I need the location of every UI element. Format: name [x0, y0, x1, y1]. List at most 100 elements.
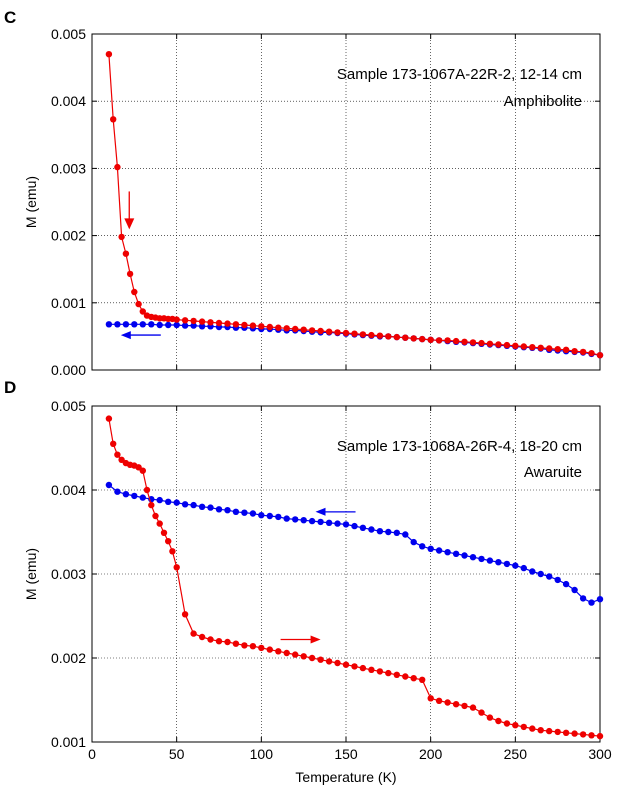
- data-point: [126, 270, 134, 278]
- data-point: [427, 545, 434, 552]
- direction-arrowhead: [120, 331, 131, 340]
- data-point: [402, 673, 409, 680]
- data-point: [173, 499, 180, 506]
- data-point: [359, 664, 367, 672]
- data-point: [198, 323, 206, 330]
- data-point: [478, 555, 485, 563]
- data-point: [435, 547, 443, 554]
- data-point: [173, 316, 180, 323]
- data-point: [503, 720, 511, 727]
- data-point: [114, 488, 121, 495]
- data-point: [165, 321, 172, 329]
- data-point: [122, 321, 130, 328]
- sample-annotation: Sample 173-1068A-26R-4, 18-20 cm: [337, 438, 582, 455]
- data-point: [571, 586, 578, 594]
- data-point: [131, 321, 138, 328]
- data-point: [114, 163, 121, 171]
- data-point: [173, 564, 180, 571]
- data-point: [334, 520, 341, 527]
- data-point: [241, 321, 248, 329]
- data-point: [385, 669, 392, 677]
- data-point: [419, 335, 426, 343]
- data-point: [469, 704, 477, 711]
- data-point: [368, 331, 375, 339]
- y-tick-label: 0.003: [51, 566, 86, 582]
- data-point: [444, 337, 451, 344]
- data-point: [325, 328, 333, 335]
- data-point: [495, 559, 502, 566]
- y-tick-label: 0.002: [51, 650, 86, 666]
- data-point: [427, 695, 434, 702]
- series-group: [105, 415, 604, 740]
- data-point: [266, 512, 273, 520]
- data-point: [258, 644, 265, 652]
- data-point: [114, 321, 121, 328]
- data-point: [198, 503, 206, 510]
- data-point: [139, 467, 146, 474]
- data-point: [283, 325, 290, 332]
- data-point: [529, 568, 536, 575]
- data-point: [478, 709, 485, 716]
- data-point: [452, 701, 460, 708]
- data-point: [503, 560, 511, 568]
- data-point: [249, 643, 257, 650]
- data-point: [469, 554, 477, 561]
- data-point: [308, 654, 316, 662]
- data-point: [190, 322, 197, 329]
- data-point: [385, 333, 392, 340]
- panel-letter: C: [4, 8, 16, 27]
- data-point: [249, 322, 257, 329]
- data-point: [368, 526, 375, 533]
- panel-letter: D: [4, 378, 16, 397]
- data-point: [596, 732, 604, 740]
- data-point: [402, 531, 409, 538]
- data-point: [258, 512, 265, 519]
- data-point: [376, 528, 384, 535]
- data-point: [562, 346, 570, 353]
- data-point: [478, 339, 485, 347]
- data-point: [275, 648, 282, 655]
- data-point: [300, 517, 307, 524]
- data-point: [110, 440, 117, 447]
- y-tick-label: 0.003: [51, 160, 86, 176]
- data-point: [190, 317, 197, 325]
- y-tick-label: 0.004: [51, 93, 86, 109]
- data-point: [131, 492, 138, 500]
- data-point: [181, 317, 189, 324]
- data-point: [368, 666, 375, 673]
- data-point: [224, 320, 231, 327]
- data-point: [207, 319, 214, 326]
- data-point: [410, 538, 417, 546]
- data-point: [359, 331, 367, 338]
- data-point: [292, 325, 299, 333]
- data-point: [122, 250, 130, 257]
- data-point: [435, 337, 443, 344]
- data-point: [266, 646, 273, 653]
- data-point: [317, 518, 324, 526]
- data-point: [232, 640, 240, 647]
- data-point: [143, 486, 151, 494]
- x-tick-label: 0: [88, 746, 96, 762]
- data-point: [139, 321, 146, 328]
- data-point: [546, 573, 553, 580]
- data-point: [554, 728, 561, 736]
- data-point: [325, 658, 333, 665]
- data-point: [207, 504, 214, 511]
- data-point: [588, 732, 595, 739]
- ticks: 0.000 0.001 0.002 0.003 0.004 0.005: [51, 26, 601, 378]
- data-point: [156, 321, 163, 329]
- data-point: [537, 727, 544, 734]
- data-point: [165, 498, 172, 505]
- data-point: [376, 668, 384, 675]
- x-tick-label: 300: [588, 746, 612, 762]
- data-point: [139, 494, 146, 501]
- data-point: [537, 570, 544, 578]
- data-point: [469, 339, 477, 346]
- data-point: [579, 731, 587, 738]
- data-point: [118, 233, 125, 241]
- y-tick-label: 0.001: [51, 734, 86, 750]
- y-tick-label: 0.001: [51, 295, 86, 311]
- x-tick-label: 150: [334, 746, 358, 762]
- data-point: [283, 649, 290, 657]
